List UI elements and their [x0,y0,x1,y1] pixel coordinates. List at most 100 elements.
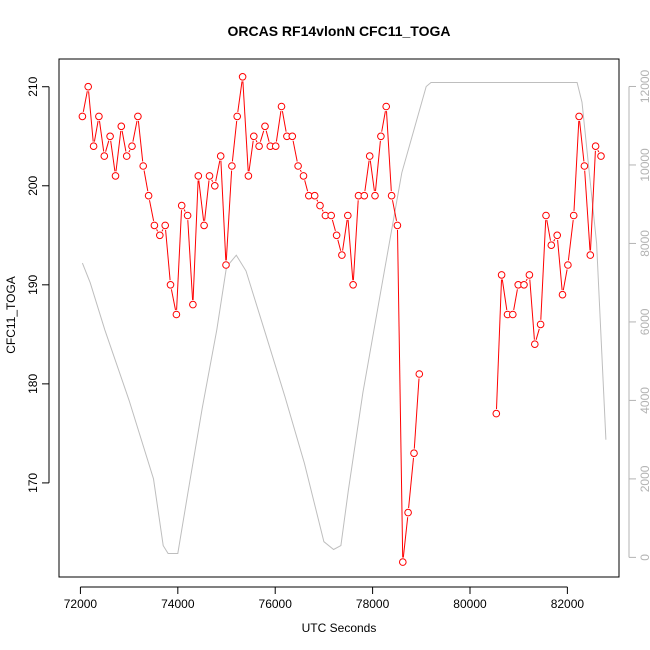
primary-series-segment [275,111,282,142]
primary-data-point [569,211,578,220]
primary-series-segment [132,120,138,142]
primary-series-segment [579,120,585,162]
primary-series-segment [316,199,319,202]
primary-data-point [415,370,424,378]
primary-series-segment [562,269,568,291]
primary-series-segment [192,180,199,301]
primary-series-segment [265,130,270,142]
y2-tick-label: 4000 [638,387,650,414]
x-tick-label: 76000 [259,597,293,611]
primary-series-segment [590,150,596,251]
primary-data-point [166,281,175,289]
primary-series-segment [529,279,535,340]
primary-series-segment [408,457,414,509]
chart-title: ORCAS RF14vlonN CFC11_TOGA [227,23,450,39]
y-tick-label: 180 [26,374,40,394]
primary-data-point [310,191,319,200]
primary-series-segment [255,140,258,143]
primary-series-segment [304,180,309,192]
primary-data-point [393,221,402,230]
primary-series-segment [342,219,348,251]
primary-series-segment [161,229,164,232]
primary-data-point [497,271,506,279]
primary-data-point [233,112,241,121]
primary-data-point [597,152,605,160]
primary-data-point [299,172,308,180]
primary-series-segment [143,170,149,192]
primary-data-point [332,231,341,240]
primary-data-point [100,152,109,160]
primary-series-segment [99,120,105,152]
y-tick-label: 170 [26,473,40,493]
primary-series-segment [292,140,298,162]
primary-series-segment [220,160,227,261]
axes-layer: 72000 74000 76000 78000 80000 820001701801902… [26,69,650,611]
primary-data-point [189,300,197,309]
primary-data-point [95,112,103,121]
primary-data-point [139,162,147,170]
primary-data-point [128,142,136,150]
primary-series-segment [501,279,508,311]
primary-series-segment [386,111,392,192]
primary-data-point [365,152,374,160]
x-tick-label: 80000 [453,597,487,611]
primary-series-segment [105,140,110,152]
primary-data-point [382,102,391,111]
primary-data-point [216,152,225,160]
primary-data-point [144,191,153,200]
primary-data-point [172,310,181,319]
primary-data-point [134,112,142,121]
primary-data-point [161,221,169,230]
primary-series-segment [237,81,243,112]
primary-data-point [228,162,236,170]
primary-data-point [122,152,131,160]
primary-data-point [399,558,407,566]
y2-tick-label: 0 [638,554,650,561]
primary-data-point [205,172,214,180]
primary-data-point [294,162,302,170]
primary-series-segment [187,220,194,301]
primary-data-point [150,221,159,230]
primary-data-point [183,211,192,220]
x-tick-label: 74000 [161,597,195,611]
primary-data-point [238,73,247,81]
primary-series-segment [347,220,354,281]
primary-data-point [580,162,589,170]
primary-series-segment [513,289,518,311]
primary-series-segment [248,140,254,172]
primary-series-segment [525,278,528,282]
y-axis-label: CFC11_TOGA [4,276,18,354]
primary-series-segment [496,279,502,410]
primary-data-point [89,142,98,150]
primary-data-point [542,211,550,220]
primary-data-point [244,172,253,180]
primary-series-segment [331,219,336,232]
y2-tick-label: 10000 [638,148,650,182]
primary-data-point [117,122,126,131]
x-tick-label: 82000 [551,597,585,611]
primary-data-point [547,241,556,249]
primary-series-segment [259,130,265,142]
primary-series-segment [281,111,287,132]
primary-series-segment [413,378,420,449]
primary-data-point [553,231,562,240]
primary-data-point [271,142,280,150]
primary-data-point [177,201,186,210]
primary-series-segment [225,170,233,261]
primary-series-segment [170,289,176,311]
primary-series-segment [321,209,324,212]
primary-series-segment [299,169,302,173]
primary-series-segment [540,220,547,320]
primary-series-segment [242,81,249,172]
primary-data-point [558,290,567,299]
primary-data-point [564,261,572,269]
primary-series-segment [369,160,375,192]
primary-data-point [250,132,258,141]
primary-series-segment [402,517,409,558]
primary-series-segment [546,219,551,241]
primary-series-segment [553,239,556,242]
primary-data-point [360,191,369,200]
primary-series-segment [204,180,210,221]
y-tick-label: 200 [26,175,40,195]
